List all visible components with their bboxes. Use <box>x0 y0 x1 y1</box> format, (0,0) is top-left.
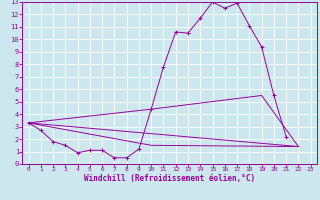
X-axis label: Windchill (Refroidissement éolien,°C): Windchill (Refroidissement éolien,°C) <box>84 174 255 183</box>
